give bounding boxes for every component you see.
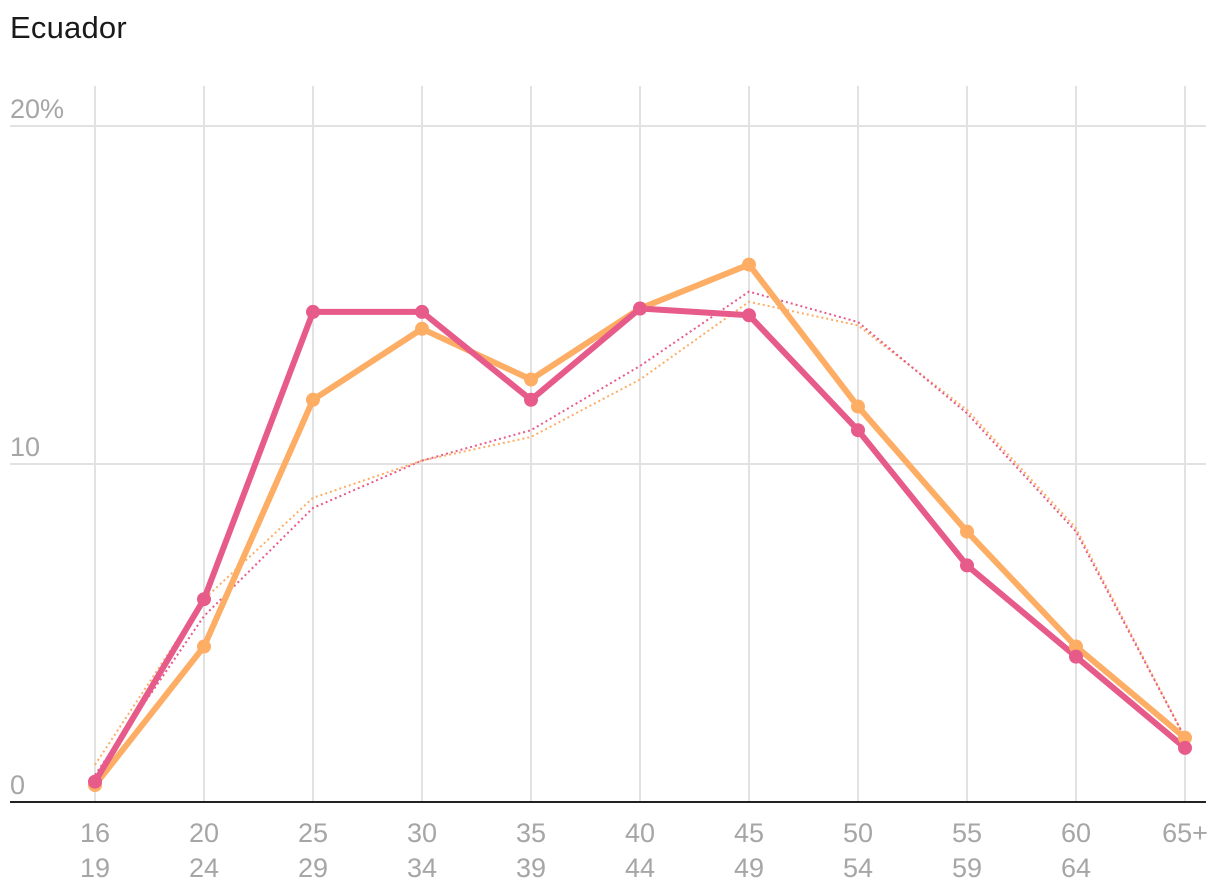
data-point <box>851 423 865 438</box>
x-tick-label: 39 <box>516 853 546 883</box>
x-tick-label: 29 <box>298 853 328 883</box>
data-point <box>1069 649 1083 664</box>
series-line <box>94 290 1186 776</box>
x-tick-label: 44 <box>625 853 655 883</box>
data-point <box>960 558 974 573</box>
data-point <box>88 774 102 789</box>
x-tick-label: 45 <box>734 818 764 848</box>
data-point <box>306 304 320 319</box>
x-tick-label: 40 <box>625 818 655 848</box>
x-tick-label: 24 <box>189 853 219 883</box>
x-axis-ticks: 16 19 20 24 25 29 30 34 35 39 40 44 45 49 50 54 55 59 60 64… <box>80 818 1208 883</box>
data-point <box>306 392 320 407</box>
x-tick-label: 49 <box>734 853 764 883</box>
data-point <box>1178 730 1192 745</box>
data-point <box>1178 740 1192 755</box>
x-tick-label: 60 <box>1061 818 1091 848</box>
data-point <box>960 524 974 539</box>
data-point <box>851 399 865 414</box>
series-markers <box>88 257 1192 793</box>
data-point <box>197 639 211 654</box>
data-point <box>742 308 756 323</box>
x-tick-label: 55 <box>952 818 982 848</box>
x-tick-label: 20 <box>189 818 219 848</box>
data-point <box>742 257 756 272</box>
y-axis-ticks: 0 10 20% <box>10 94 64 800</box>
data-point <box>633 301 647 316</box>
y-tick-label: 10 <box>10 432 40 462</box>
data-point <box>197 592 211 607</box>
x-tick-label: 64 <box>1061 853 1091 883</box>
data-point <box>415 304 429 319</box>
x-tick-label: 50 <box>843 818 873 848</box>
data-point <box>524 392 538 407</box>
x-tick-label: 34 <box>407 853 437 883</box>
x-tick-label: 65+ <box>1162 818 1208 848</box>
chart-title: Ecuador <box>10 10 127 45</box>
data-point <box>524 372 538 387</box>
y-tick-label: 20% <box>10 94 64 124</box>
x-tick-label: 35 <box>516 818 546 848</box>
x-tick-label: 25 <box>298 818 328 848</box>
data-point <box>1069 639 1083 654</box>
x-tick-label: 30 <box>407 818 437 848</box>
data-point <box>415 321 429 336</box>
x-tick-label: 19 <box>80 853 110 883</box>
x-tick-label: 59 <box>952 853 982 883</box>
grid <box>10 86 1206 803</box>
x-tick-label: 54 <box>843 853 873 883</box>
x-tick-label: 16 <box>80 818 110 848</box>
y-tick-label: 0 <box>10 770 25 800</box>
